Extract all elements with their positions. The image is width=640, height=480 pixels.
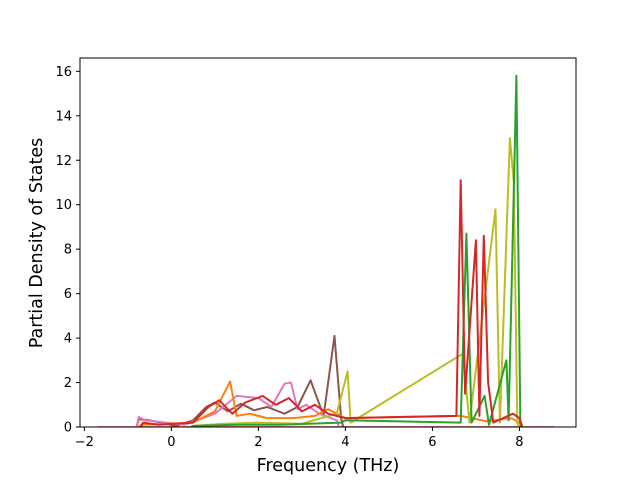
x-tick-label: 6 — [428, 435, 436, 450]
y-tick-label: 12 — [55, 154, 72, 169]
series-2-line — [137, 380, 523, 427]
series-1-line — [135, 381, 340, 427]
series-4-line — [190, 74, 524, 427]
x-axis-label: Frequency (THz) — [257, 456, 400, 476]
y-tick-label: 10 — [55, 198, 72, 213]
series-3-line — [190, 137, 521, 427]
y-tick-label: 16 — [55, 65, 72, 80]
y-tick-label: 4 — [64, 332, 72, 347]
x-tick-label: 8 — [515, 435, 523, 450]
x-tick-label: 4 — [341, 435, 349, 450]
y-tick-label: 0 — [64, 421, 72, 436]
series-5-line — [140, 179, 523, 427]
y-tick-label: 2 — [64, 376, 72, 391]
series-0-line — [135, 334, 345, 427]
x-tick-label: −2 — [75, 435, 94, 450]
x-tick-label: 2 — [254, 435, 262, 450]
series-layer — [97, 74, 555, 427]
y-tick-label: 14 — [55, 109, 72, 124]
x-tick-label: 0 — [167, 435, 175, 450]
y-tick-label: 8 — [64, 243, 72, 258]
y-axis-label: Partial Density of States — [27, 138, 47, 349]
y-tick-label: 6 — [64, 287, 72, 302]
plot-frame — [79, 57, 577, 428]
plot-area — [97, 74, 555, 427]
